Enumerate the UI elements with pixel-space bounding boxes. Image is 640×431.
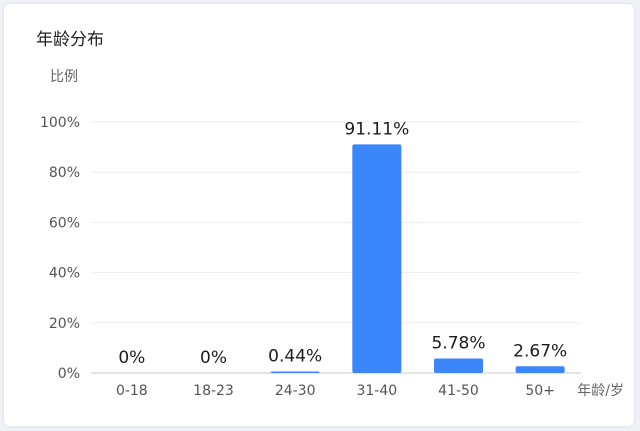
y-axis-title: 比例 bbox=[50, 69, 78, 85]
data-label: 2.67% bbox=[513, 341, 567, 361]
bar-41-50 bbox=[434, 358, 483, 373]
y-tick-label: 0% bbox=[58, 366, 80, 382]
data-label: 91.11% bbox=[344, 119, 409, 139]
age-distribution-bar-chart: 比例 0% 20% 40% 60% 80% 100% 0% 0-18 0% 18-23 0.44% 24… bbox=[40, 69, 624, 399]
data-label: 5.78% bbox=[431, 333, 485, 353]
x-tick-label: 18-23 bbox=[193, 383, 234, 399]
y-tick-label: 20% bbox=[49, 316, 80, 332]
x-tick-label: 41-50 bbox=[438, 383, 479, 399]
data-label: 0% bbox=[200, 348, 227, 368]
data-label: 0.44% bbox=[268, 347, 322, 367]
x-tick-label: 50+ bbox=[525, 383, 555, 399]
x-axis-title: 年龄/岁 bbox=[577, 383, 624, 399]
data-label: 0% bbox=[118, 348, 145, 368]
x-tick-label: 0-18 bbox=[116, 383, 148, 399]
age-distribution-card: 年龄分布 比例 0% 20% 40% 60% 80% 100% 0% 0-18 0% 18-23 0.… bbox=[4, 4, 634, 426]
y-tick-label: 80% bbox=[49, 165, 80, 181]
y-tick-label: 100% bbox=[40, 115, 80, 131]
x-tick-label: 24-30 bbox=[275, 383, 316, 399]
bar-24-30 bbox=[270, 371, 320, 373]
y-tick-label: 40% bbox=[49, 266, 80, 282]
x-tick-label: 31-40 bbox=[356, 383, 397, 399]
card-title: 年龄分布 bbox=[36, 30, 104, 50]
y-tick-label: 60% bbox=[49, 215, 80, 231]
bar-50+ bbox=[515, 366, 565, 373]
bar-31-40 bbox=[352, 144, 402, 373]
